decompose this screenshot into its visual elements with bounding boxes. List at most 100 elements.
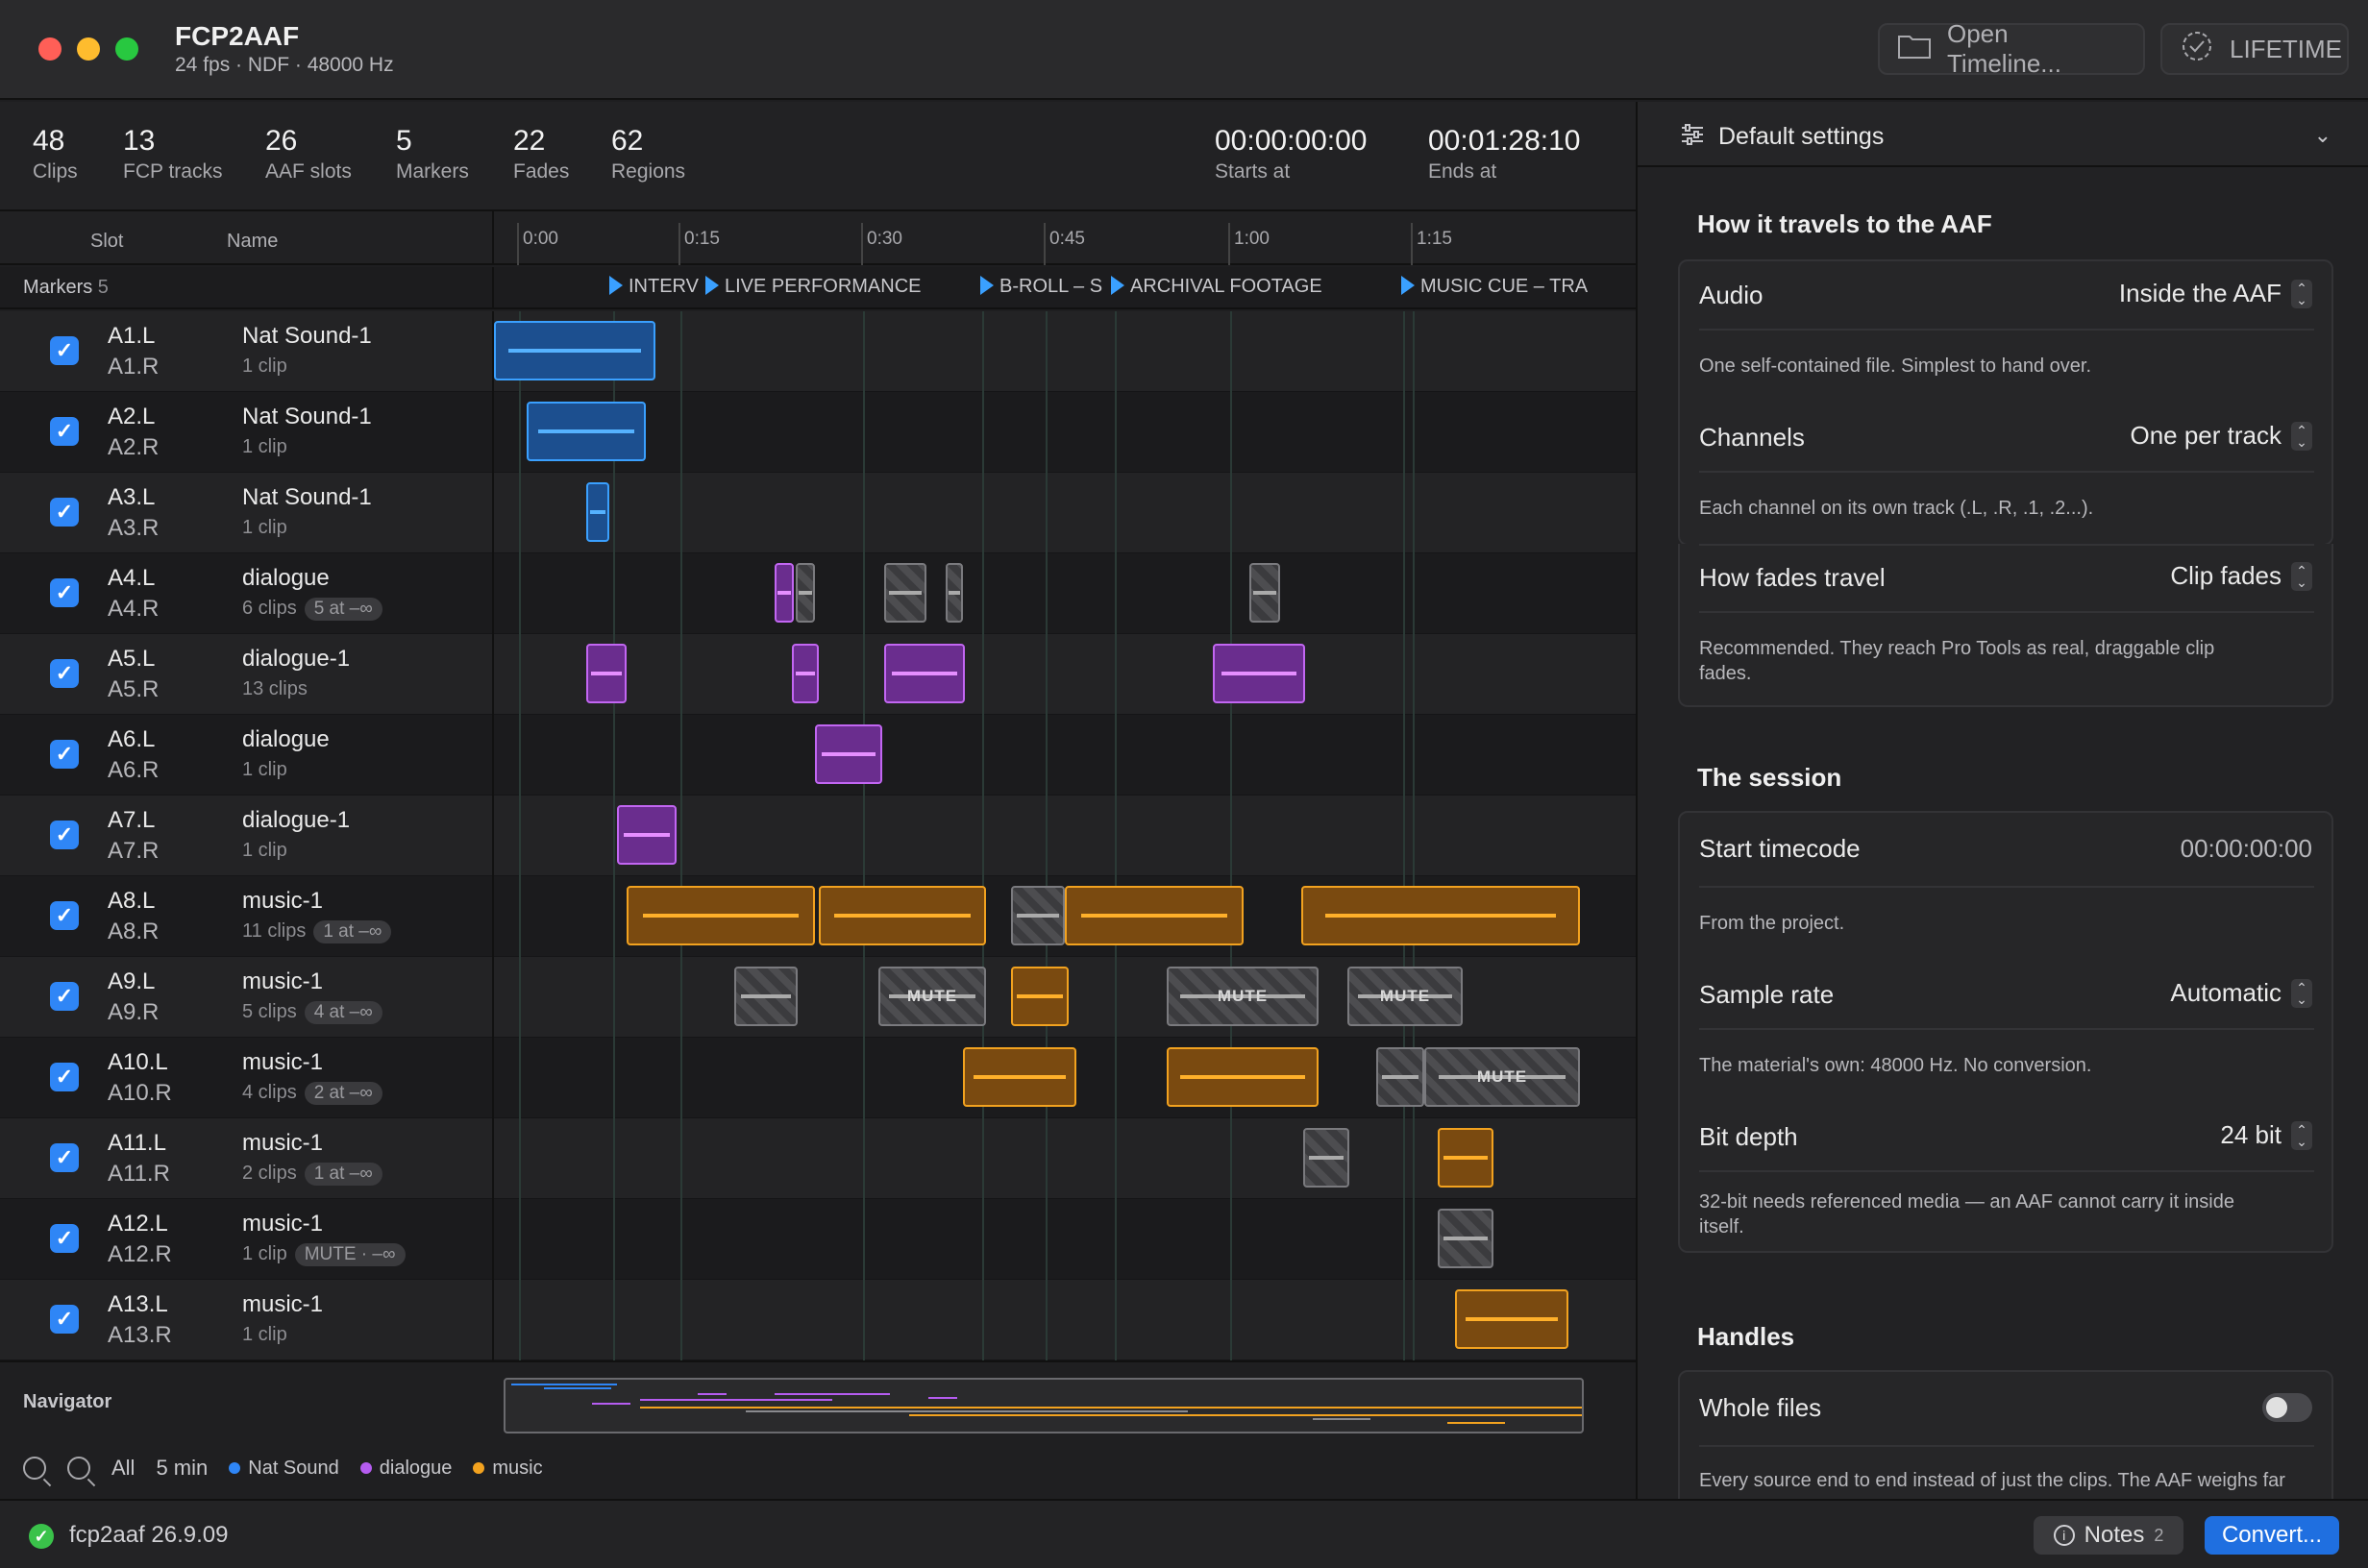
track-lane[interactable]: [492, 1199, 1636, 1280]
track-row[interactable]: ✓ A11.L A11.R music-1 2 clips 1 at –∞: [0, 1118, 1636, 1199]
minimize-window-button[interactable]: [77, 37, 100, 61]
track-enable-checkbox[interactable]: ✓: [50, 1143, 79, 1172]
audio-clip[interactable]: [1455, 1289, 1568, 1349]
track-row[interactable]: ✓ A2.L A2.R Nat Sound-1 1 clip: [0, 392, 1636, 473]
track-row[interactable]: ✓ A7.L A7.R dialogue-1 1 clip: [0, 796, 1636, 876]
audio-clip[interactable]: [884, 644, 965, 703]
track-lane[interactable]: [492, 796, 1636, 876]
audio-clip[interactable]: [815, 724, 882, 784]
track-row[interactable]: ✓ A10.L A10.R music-1 4 clips 2 at –∞ MUTE: [0, 1038, 1636, 1118]
track-enable-checkbox[interactable]: ✓: [50, 336, 79, 365]
marker-b-roll[interactable]: B-ROLL – S: [980, 276, 1105, 298]
muted-clip[interactable]: [884, 563, 926, 623]
track-row[interactable]: ✓ A6.L A6.R dialogue 1 clip: [0, 715, 1636, 796]
audio-clip[interactable]: [1213, 644, 1305, 703]
audio-clip[interactable]: [792, 644, 819, 703]
track-row[interactable]: ✓ A4.L A4.R dialogue 6 clips 5 at –∞: [0, 553, 1636, 634]
track-lane[interactable]: [492, 553, 1636, 634]
fades-select[interactable]: Clip fades ⌃ ⌄: [2170, 561, 2312, 591]
track-lane[interactable]: MUTE: [492, 1038, 1636, 1118]
track-row[interactable]: ✓ A13.L A13.R music-1 1 clip: [0, 1280, 1636, 1360]
audio-clip[interactable]: [819, 886, 986, 945]
track-enable-checkbox[interactable]: ✓: [50, 740, 79, 769]
notes-button[interactable]: i Notes 2: [2034, 1516, 2183, 1555]
marker-music-cue[interactable]: MUSIC CUE – TRA: [1401, 276, 1590, 298]
track-enable-checkbox[interactable]: ✓: [50, 659, 79, 688]
track-lane[interactable]: [492, 473, 1636, 553]
zoom-window-button[interactable]: [115, 37, 138, 61]
track-lane[interactable]: [492, 1118, 1636, 1199]
track-enable-checkbox[interactable]: ✓: [50, 417, 79, 446]
zoom-out-icon[interactable]: [23, 1457, 46, 1480]
marker-interview[interactable]: INTERV: [609, 276, 702, 298]
track-enable-checkbox[interactable]: ✓: [50, 498, 79, 527]
audio-clip[interactable]: [627, 886, 815, 945]
channels-select[interactable]: One per track ⌃ ⌄: [2130, 421, 2312, 451]
verified-badge-icon: [2180, 29, 2214, 70]
marker-archival-footage[interactable]: ARCHIVAL FOOTAGE: [1111, 276, 1351, 298]
muted-clip[interactable]: [1249, 563, 1280, 623]
muted-clip[interactable]: [1376, 1047, 1424, 1107]
audio-clip[interactable]: [586, 482, 609, 542]
name-column-header: Name: [227, 231, 279, 252]
muted-clip[interactable]: [1438, 1209, 1493, 1268]
audio-clip[interactable]: [617, 805, 677, 865]
track-row[interactable]: ✓ A3.L A3.R Nat Sound-1 1 clip: [0, 473, 1636, 553]
track-enable-checkbox[interactable]: ✓: [50, 578, 79, 607]
muted-clip[interactable]: [734, 967, 798, 1026]
bit-depth-select[interactable]: 24 bit ⌃ ⌄: [2220, 1120, 2312, 1150]
muted-clip[interactable]: MUTE: [1347, 967, 1463, 1026]
grid-line: [1230, 473, 1232, 553]
open-timeline-button[interactable]: Open Timeline...: [1878, 19, 2145, 78]
license-button[interactable]: LIFETIME: [2160, 23, 2349, 75]
audio-clip[interactable]: [527, 402, 646, 461]
track-enable-checkbox[interactable]: ✓: [50, 1063, 79, 1091]
track-lane[interactable]: [492, 392, 1636, 473]
track-enable-checkbox[interactable]: ✓: [50, 982, 79, 1011]
audio-clip[interactable]: [1011, 967, 1069, 1026]
marker-live-performance[interactable]: LIVE PERFORMANCE: [705, 276, 965, 298]
muted-clip[interactable]: [1303, 1128, 1349, 1188]
track-row[interactable]: ✓ A12.L A12.R music-1 1 clip MUTE · –∞: [0, 1199, 1636, 1280]
audio-clip[interactable]: [1167, 1047, 1319, 1107]
navigator-overview[interactable]: [504, 1378, 1584, 1433]
track-lane[interactable]: MUTE MUTE MUTE: [492, 957, 1636, 1038]
muted-clip[interactable]: MUTE: [1424, 1047, 1580, 1107]
muted-clip[interactable]: [946, 563, 963, 623]
track-lane[interactable]: [492, 634, 1636, 715]
audio-clip[interactable]: [1438, 1128, 1493, 1188]
audio-select[interactable]: Inside the AAF ⌃ ⌄: [2119, 279, 2312, 308]
muted-clip[interactable]: [1011, 886, 1065, 945]
track-lane[interactable]: [492, 311, 1636, 392]
zoom-in-icon[interactable]: [67, 1457, 90, 1480]
track-enable-checkbox[interactable]: ✓: [50, 1305, 79, 1334]
track-enable-checkbox[interactable]: ✓: [50, 821, 79, 849]
audio-clip[interactable]: [586, 644, 627, 703]
zoom-all-button[interactable]: All: [111, 1456, 136, 1480]
track-row[interactable]: ✓ A1.L A1.R Nat Sound-1 1 clip: [0, 311, 1636, 392]
audio-clip[interactable]: [1301, 886, 1580, 945]
zoom-5min-button[interactable]: 5 min: [156, 1456, 209, 1480]
track-row[interactable]: ✓ A9.L A9.R music-1 5 clips 4 at –∞ MUTE MUTE MU…: [0, 957, 1636, 1038]
audio-clip[interactable]: [775, 563, 794, 623]
convert-button[interactable]: Convert...: [2205, 1516, 2339, 1555]
muted-clip[interactable]: [796, 563, 815, 623]
audio-clip[interactable]: [963, 1047, 1076, 1107]
muted-clip[interactable]: MUTE: [878, 967, 986, 1026]
sample-rate-select[interactable]: Automatic ⌃ ⌄: [2170, 978, 2312, 1008]
waveform: [974, 1074, 1066, 1080]
chevron-down-icon[interactable]: ⌄: [2313, 123, 2331, 147]
track-lane[interactable]: [492, 876, 1636, 957]
audio-clip[interactable]: [1065, 886, 1244, 945]
track-lane[interactable]: [492, 715, 1636, 796]
whole-files-toggle[interactable]: [2262, 1393, 2312, 1422]
settings-header[interactable]: Default settings ⌄: [1638, 102, 2368, 167]
close-window-button[interactable]: [38, 37, 62, 61]
muted-clip[interactable]: MUTE: [1167, 967, 1319, 1026]
audio-clip[interactable]: [494, 321, 655, 380]
track-enable-checkbox[interactable]: ✓: [50, 1224, 79, 1253]
track-lane[interactable]: [492, 1280, 1636, 1360]
track-enable-checkbox[interactable]: ✓: [50, 901, 79, 930]
track-row[interactable]: ✓ A8.L A8.R music-1 11 clips 1 at –∞: [0, 876, 1636, 957]
track-row[interactable]: ✓ A5.L A5.R dialogue-1 13 clips: [0, 634, 1636, 715]
